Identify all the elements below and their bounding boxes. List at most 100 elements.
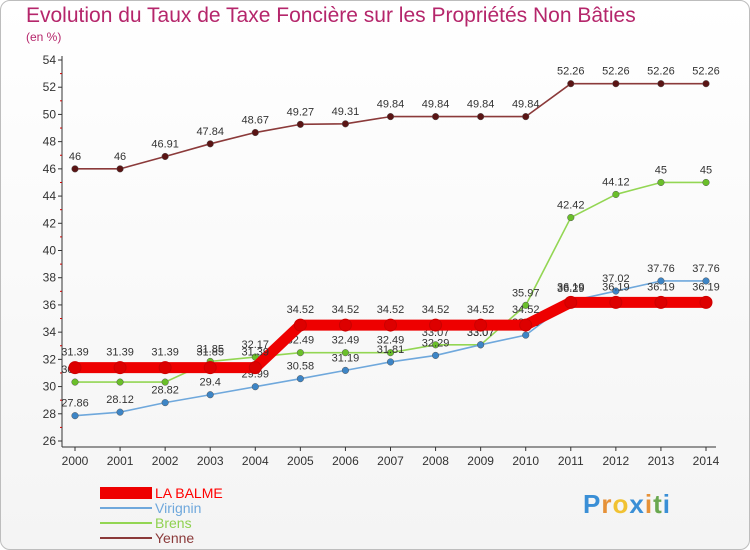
data-label-yenne: 46 (69, 151, 81, 163)
data-label-brens: 32.49 (332, 335, 360, 347)
data-label-brens: 45 (655, 164, 667, 176)
data-point-yenne (657, 80, 665, 88)
data-point-yenne (116, 165, 124, 173)
data-point-la-balme (68, 361, 82, 375)
data-label-virignin: 36.29 (557, 283, 585, 295)
data-label-brens: 32.17 (242, 339, 270, 351)
x-tick-label: 2004 (242, 454, 269, 468)
y-tick-label: 50 (43, 107, 57, 121)
x-tick-label: 2002 (152, 454, 179, 468)
data-label-virignin: 27.86 (61, 398, 89, 410)
data-point-la-balme (654, 295, 668, 309)
data-point-virignin (432, 351, 440, 359)
data-point-virignin (71, 412, 79, 420)
data-label-virignin: 30.58 (287, 361, 315, 373)
data-point-la-balme (248, 361, 262, 375)
data-label-la-balme: 34.52 (377, 304, 405, 316)
data-point-virignin (386, 358, 395, 366)
data-point-la-balme (699, 295, 713, 309)
x-tick-label: 2008 (422, 454, 449, 468)
data-point-brens (71, 378, 79, 386)
data-point-virignin (296, 375, 304, 383)
data-label-virignin: 37.76 (692, 263, 720, 275)
legend-label-virignin: Virignin (155, 500, 201, 516)
data-point-yenne (251, 128, 259, 137)
data-label-virignin: 37.76 (647, 263, 675, 275)
x-tick-label: 2013 (648, 454, 675, 468)
data-point-la-balme (429, 318, 443, 332)
data-point-yenne (71, 165, 79, 173)
data-point-yenne (206, 140, 214, 148)
data-label-la-balme: 36.19 (557, 281, 585, 293)
data-point-yenne (386, 113, 395, 121)
y-tick-label: 28 (43, 407, 57, 421)
data-label-la-balme: 36.19 (602, 281, 630, 293)
data-point-yenne (612, 80, 620, 88)
data-point-virignin (251, 383, 259, 391)
data-label-yenne: 47.84 (196, 126, 224, 138)
data-label-brens: 45 (700, 164, 712, 176)
data-point-brens (657, 178, 665, 187)
data-point-virignin (116, 408, 124, 416)
data-label-yenne: 46.91 (151, 138, 179, 150)
data-label-la-balme: 31.39 (61, 347, 89, 359)
x-tick-label: 2000 (62, 454, 89, 468)
y-tick-label: 38 (43, 271, 57, 285)
legend-label-yenne: Yenne (155, 530, 194, 546)
y-tick-label: 54 (43, 53, 57, 67)
legend-label-la-balme: LA BALME (155, 485, 223, 501)
data-label-la-balme: 34.52 (422, 304, 450, 316)
y-tick-label: 40 (43, 244, 57, 258)
data-label-yenne: 49.84 (467, 99, 495, 111)
data-point-brens (341, 349, 349, 357)
series-line-yenne (74, 82, 707, 170)
y-tick-label: 48 (43, 135, 57, 149)
data-label-la-balme: 36.19 (692, 281, 720, 293)
data-label-la-balme: 31.85 (196, 347, 224, 359)
data-label-la-balme: 31.39 (106, 347, 134, 359)
data-point-la-balme (158, 361, 172, 375)
data-label-la-balme: 34.52 (287, 304, 315, 316)
x-tick-label: 2001 (107, 454, 134, 468)
data-label-virignin: 37.02 (602, 273, 630, 285)
x-tick-label: 2014 (693, 454, 720, 468)
data-label-la-balme: 31.39 (151, 347, 179, 359)
y-tick-label: 46 (43, 162, 57, 176)
data-label-yenne: 48.67 (242, 115, 270, 127)
proxiti-logo: Proxiti (583, 489, 671, 520)
data-label-virignin: 31.81 (377, 344, 405, 356)
logo-letter: t (653, 489, 663, 519)
x-tick-label: 2009 (467, 454, 494, 468)
data-point-brens (432, 341, 440, 349)
data-label-yenne: 49.84 (377, 99, 405, 111)
logo-letter: i (662, 489, 671, 519)
y-tick-label: 36 (43, 298, 57, 312)
data-point-brens (161, 378, 169, 386)
x-tick-label: 2011 (558, 454, 584, 468)
y-tick-label: 44 (43, 189, 57, 203)
data-label-la-balme: 31.39 (242, 347, 270, 359)
data-point-la-balme (293, 318, 307, 332)
data-point-brens (296, 349, 304, 357)
data-point-yenne (522, 113, 530, 121)
logo-letter: o (612, 489, 630, 519)
data-point-brens (386, 349, 395, 357)
data-label-la-balme: 34.52 (332, 304, 360, 316)
data-point-yenne (341, 120, 349, 128)
data-point-la-balme (203, 361, 217, 375)
y-tick-label: 30 (43, 380, 57, 394)
data-label-virignin: 29.4 (200, 377, 221, 389)
data-point-yenne (296, 120, 304, 128)
data-label-virignin: 28.82 (151, 385, 179, 397)
data-point-yenne (161, 152, 169, 161)
data-point-la-balme (338, 318, 352, 332)
data-label-brens: 35.97 (512, 287, 540, 299)
chart-title: Evolution du Taux de Taxe Foncière sur l… (26, 4, 636, 27)
logo-letter: r (601, 489, 613, 519)
logo-letter: i (644, 489, 654, 519)
y-tick-label: 42 (43, 216, 57, 230)
series-yenne: 46 46 46.91 47.84 48.67 49.27 49.31 49.84 49.84 4… (69, 66, 720, 173)
data-point-virignin (341, 366, 349, 374)
data-point-brens (522, 301, 530, 309)
